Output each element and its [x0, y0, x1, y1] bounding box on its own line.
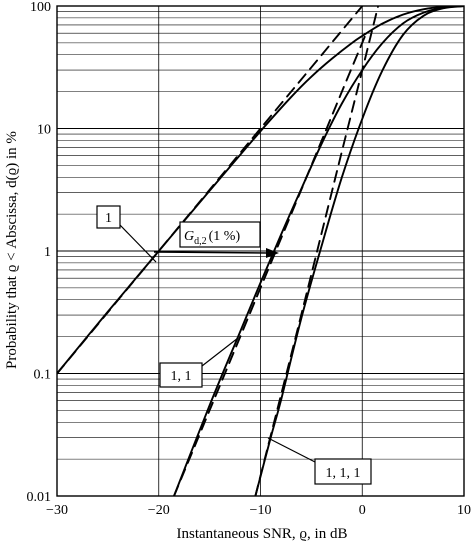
tick-labels: −30 −20 −10 0 10 0.01 0.1 1 10 100 — [27, 0, 472, 518]
label-box-1-1-1: 1, 1, 1 — [267, 437, 372, 485]
y-tick-label: 10 — [37, 123, 51, 138]
gd2-annotation: Gd,2 (1 %) — [153, 221, 279, 258]
y-axis-title: Probability that ϱ < Abscissa, d(ϱ) in % — [4, 131, 20, 369]
x-tick-label: 0 — [359, 503, 366, 518]
y-tick-label: 100 — [30, 0, 51, 15]
x-tick-label: 10 — [457, 503, 471, 518]
x-axis-title: Instantaneous SNR, ϱ, in dB — [177, 526, 348, 542]
label-1-1-text: 1, 1 — [171, 369, 192, 384]
label-box-1-1: 1, 1 — [159, 337, 239, 388]
x-tick-label: −20 — [148, 503, 170, 518]
label-1-1-1-text: 1, 1, 1 — [326, 466, 361, 481]
plot-frame — [56, 5, 465, 497]
series-line-4 — [254, 6, 464, 496]
series-line-2 — [173, 6, 464, 496]
y-tick-label: 1 — [44, 245, 51, 260]
label-1-text: 1 — [105, 211, 112, 226]
x-tick-label: −30 — [46, 503, 68, 518]
x-tick-label: −10 — [250, 503, 272, 518]
series-line-5 — [254, 6, 380, 496]
series-layer — [57, 6, 464, 496]
label-box-1: 1 — [96, 205, 157, 263]
gd2-label: Gd,2 (1 %) — [184, 229, 240, 247]
y-tick-label: 0.01 — [27, 490, 52, 505]
y-tick-label: 0.1 — [34, 368, 52, 383]
